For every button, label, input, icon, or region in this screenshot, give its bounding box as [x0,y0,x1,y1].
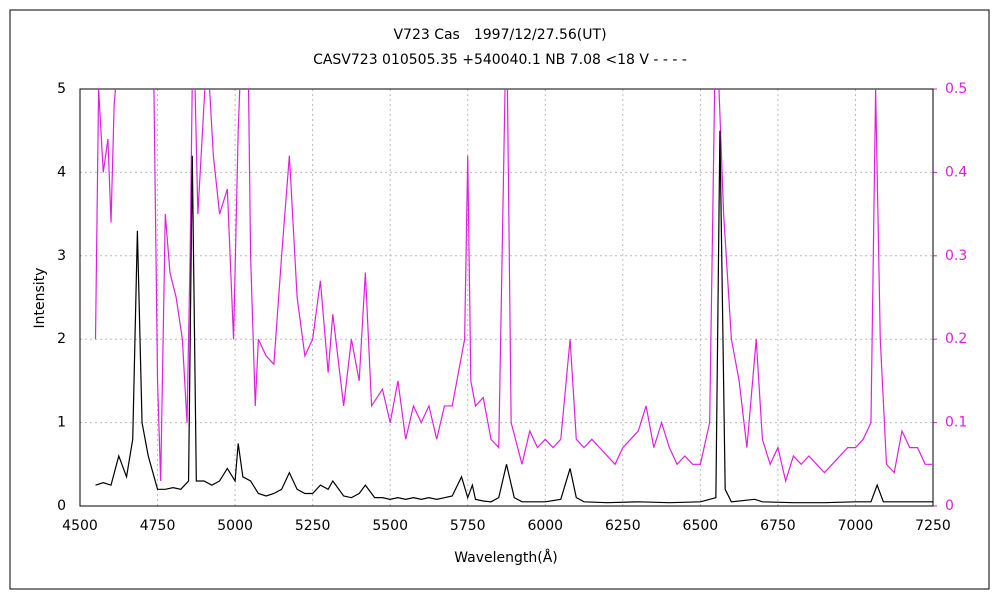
x-tick-label: 4500 [62,518,98,534]
y-tick-label: 5 [57,81,66,97]
y-axis-label: Intensity [32,268,48,329]
y-tick-label: 3 [57,248,66,264]
y-tick-label: 2 [57,331,66,347]
chart-title: V723 Cas 1997/12/27.56(UT) [393,27,606,43]
y2-tick-label: 0.4 [945,164,967,180]
x-tick-label: 7250 [915,518,951,534]
y2-tick-label: 0.1 [945,415,967,431]
x-tick-label: 6000 [527,518,563,534]
y2-tick-label: 0.5 [945,81,967,97]
x-tick-label: 6500 [683,518,719,534]
x-tick-label: 6250 [605,518,641,534]
y2-tick-label: 0.2 [945,331,967,347]
x-tick-label: 5500 [372,518,408,534]
series-line [94,89,933,484]
x-tick-label: 6750 [760,518,796,534]
x-axis-label: Wavelength(Å) [454,549,558,566]
chart-subtitle: CASV723 010505.35 +540040.1 NB 7.08 <18 … [313,52,687,68]
plot-lines [94,89,933,504]
x-tick-label: 4750 [140,518,176,534]
series-line [95,130,933,504]
y-tick-label: 4 [57,164,66,180]
y2-tick-label: 0.3 [945,248,967,264]
x-tick-label: 5750 [450,518,486,534]
x-tick-label: 7000 [838,518,874,534]
x-tick-label: 5250 [295,518,331,534]
plot-area [79,88,934,507]
y-tick-label: 1 [57,415,66,431]
y-tick-label: 0 [57,498,66,514]
x-tick-label: 5000 [217,518,253,534]
y2-tick-label: 0 [945,498,954,514]
